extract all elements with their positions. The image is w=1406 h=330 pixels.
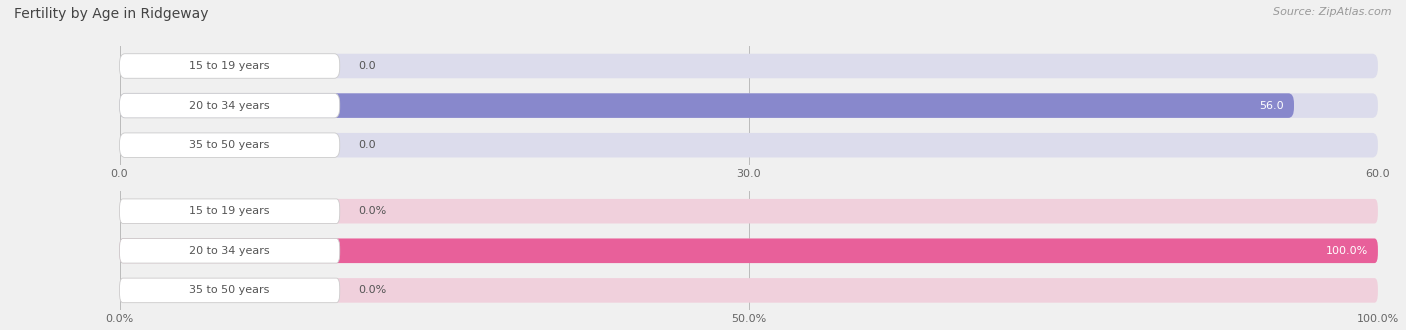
Text: Fertility by Age in Ridgeway: Fertility by Age in Ridgeway xyxy=(14,7,208,20)
Text: 56.0: 56.0 xyxy=(1260,101,1284,111)
FancyBboxPatch shape xyxy=(120,133,340,157)
FancyBboxPatch shape xyxy=(120,133,1378,157)
Text: 35 to 50 years: 35 to 50 years xyxy=(190,285,270,295)
FancyBboxPatch shape xyxy=(120,239,1378,263)
FancyBboxPatch shape xyxy=(120,93,1378,118)
Text: 0.0%: 0.0% xyxy=(359,206,387,216)
FancyBboxPatch shape xyxy=(120,93,340,118)
FancyBboxPatch shape xyxy=(120,199,340,223)
Text: Source: ZipAtlas.com: Source: ZipAtlas.com xyxy=(1274,7,1392,16)
Text: 0.0: 0.0 xyxy=(359,140,377,150)
FancyBboxPatch shape xyxy=(120,199,1378,223)
FancyBboxPatch shape xyxy=(120,54,340,78)
Text: 0.0: 0.0 xyxy=(359,61,377,71)
Text: 35 to 50 years: 35 to 50 years xyxy=(190,140,270,150)
Text: 20 to 34 years: 20 to 34 years xyxy=(190,101,270,111)
FancyBboxPatch shape xyxy=(120,278,340,303)
FancyBboxPatch shape xyxy=(120,93,1294,118)
Text: 0.0%: 0.0% xyxy=(359,285,387,295)
FancyBboxPatch shape xyxy=(120,278,1378,303)
Text: 15 to 19 years: 15 to 19 years xyxy=(190,61,270,71)
FancyBboxPatch shape xyxy=(120,239,1378,263)
Text: 15 to 19 years: 15 to 19 years xyxy=(190,206,270,216)
Text: 100.0%: 100.0% xyxy=(1326,246,1368,256)
FancyBboxPatch shape xyxy=(120,54,1378,78)
FancyBboxPatch shape xyxy=(120,239,340,263)
Text: 20 to 34 years: 20 to 34 years xyxy=(190,246,270,256)
